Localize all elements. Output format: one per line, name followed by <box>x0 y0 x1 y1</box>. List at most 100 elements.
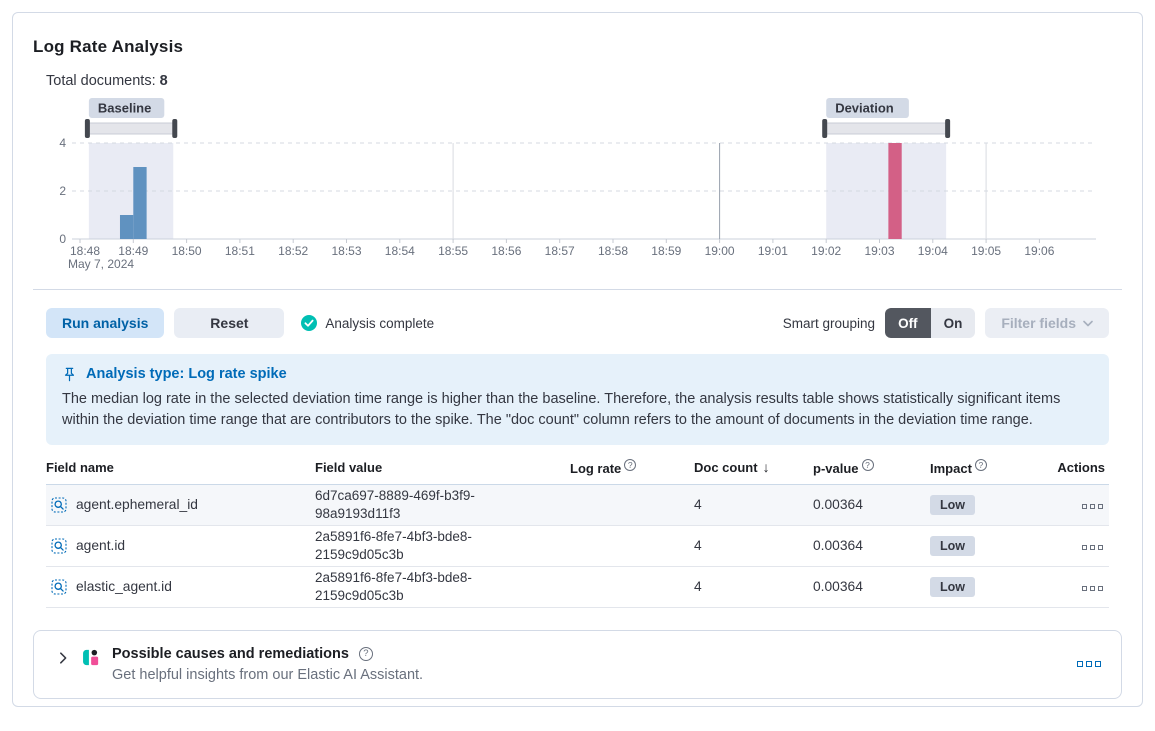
x-tick-label: 19:01 <box>758 244 788 258</box>
p-value: 0.00364 <box>813 497 863 513</box>
field-filter-icon[interactable] <box>51 579 67 595</box>
col-doc-count[interactable]: Doc count ↓ <box>694 459 770 476</box>
info-icon[interactable]: ? <box>974 458 987 471</box>
impact-badge: Low <box>930 535 975 556</box>
table-body: agent.ephemeral_id 6d7ca697-8889-469f-b3f… <box>46 484 1109 608</box>
field-filter-icon[interactable] <box>51 497 67 513</box>
total-documents-label: Total documents: <box>46 73 156 89</box>
impact-badge: Low <box>930 494 975 515</box>
y-tick-label: 0 <box>59 232 66 246</box>
baseline-badge <box>88 98 165 118</box>
col-log-rate[interactable]: Log rate? <box>570 458 694 476</box>
deviation-region <box>826 143 947 239</box>
total-documents: Total documents: 8 <box>46 73 1109 89</box>
row-actions-icon[interactable] <box>1082 545 1103 551</box>
callout-body: The median log rate in the selected devi… <box>62 391 1061 428</box>
doc-count: 4 <box>694 538 702 554</box>
smart-grouping-label: Smart grouping <box>782 315 876 331</box>
field-name: agent.ephemeral_id <box>76 497 198 513</box>
document-count-chart-wrap: Baseline Deviation 18:48 18:49 18:50 18:51 18:… <box>46 97 1109 273</box>
deviation-brush-handle-right[interactable] <box>945 119 951 138</box>
baseline-badge-label: Baseline <box>98 101 151 116</box>
check-circle-icon <box>301 315 318 331</box>
field-name: elastic_agent.id <box>76 579 172 595</box>
table-row: agent.id 2a5891f6-8fe7-4bf3-bde8-2159c9d0… <box>46 526 1109 567</box>
row-actions-icon[interactable] <box>1082 504 1103 510</box>
pin-icon <box>64 367 75 381</box>
col-field-name[interactable]: Field name <box>46 459 114 475</box>
log-rate-analysis-panel: Log Rate Analysis Total documents: 8 Bas… <box>12 12 1143 707</box>
baseline-brush-handle-left[interactable] <box>84 119 90 138</box>
col-field-value[interactable]: Field value <box>315 459 383 475</box>
x-tick-label: 18:57 <box>545 244 575 258</box>
x-tick-label: 19:00 <box>705 244 735 258</box>
reset-button[interactable]: Reset <box>174 308 285 338</box>
page-title: Log Rate Analysis <box>33 37 184 56</box>
row-actions-icon[interactable] <box>1082 586 1103 592</box>
x-tick-label: 18:48 <box>70 244 100 258</box>
baseline-brush[interactable] <box>86 122 176 135</box>
smart-grouping-toggle: Off On <box>885 308 976 338</box>
info-icon[interactable]: ? <box>624 458 637 471</box>
x-tick-label: 19:02 <box>811 244 841 258</box>
col-impact[interactable]: Impact? <box>930 458 1034 476</box>
p-value: 0.00364 <box>813 538 863 554</box>
deviation-brush[interactable] <box>823 122 949 135</box>
impact-badge: Low <box>930 576 975 597</box>
deviation-bar <box>888 143 902 239</box>
col-actions: Actions <box>1057 459 1105 475</box>
y-tick-label: 4 <box>59 136 66 150</box>
filter-fields-label: Filter fields <box>1001 315 1076 331</box>
possible-causes-subtitle: Get helpful insights from our Elastic AI… <box>112 666 424 683</box>
baseline-brush-handle-right[interactable] <box>172 119 178 138</box>
x-tick-label: 18:51 <box>225 244 255 258</box>
p-value: 0.00364 <box>813 579 863 595</box>
chevron-right-icon <box>60 652 67 664</box>
baseline-bar <box>119 215 134 239</box>
smart-grouping-on-button[interactable]: On <box>930 308 976 338</box>
baseline-bar <box>133 167 147 239</box>
panel-actions-icon[interactable] <box>1077 661 1101 668</box>
field-filter-icon[interactable] <box>51 538 67 554</box>
x-axis-date-label: May 7, 2024 <box>68 257 134 271</box>
x-tick-label: 18:50 <box>172 244 202 258</box>
table-row: elastic_agent.id 2a5891f6-8fe7-4bf3-bde8-… <box>46 567 1109 608</box>
x-tick-label: 18:54 <box>385 244 415 258</box>
field-name: agent.id <box>76 538 126 554</box>
controls-row: Run analysis Reset Analysis complete Sma… <box>46 308 1109 338</box>
help-icon[interactable]: ? <box>358 646 373 661</box>
elastic-ai-assistant-icon <box>83 649 99 665</box>
table-header: Field name Field value Log rate? Doc cou… <box>46 458 1109 485</box>
y-tick-label: 2 <box>59 184 66 198</box>
info-icon[interactable]: ? <box>861 458 874 471</box>
x-tick-label: 18:58 <box>598 244 628 258</box>
x-tick-label: 19:04 <box>918 244 948 258</box>
run-analysis-button[interactable]: Run analysis <box>46 308 165 338</box>
x-tick-label: 18:52 <box>278 244 308 258</box>
x-tick-label: 18:49 <box>118 244 148 258</box>
deviation-brush-handle-left[interactable] <box>822 119 828 138</box>
x-tick-label: 18:59 <box>651 244 681 258</box>
expand-button[interactable] <box>54 649 72 667</box>
x-tick-label: 19:06 <box>1024 244 1054 258</box>
total-documents-value: 8 <box>159 73 168 89</box>
deviation-badge <box>826 98 909 118</box>
table-row: agent.ephemeral_id 6d7ca697-8889-469f-b3f… <box>46 484 1109 526</box>
possible-causes-panel: Possible causes and remediations ? Get h… <box>33 629 1122 699</box>
analysis-type-callout: Analysis type: Log rate spike The median… <box>46 354 1109 445</box>
filter-fields-button[interactable]: Filter fields <box>985 308 1109 338</box>
sort-desc-icon: ↓ <box>762 459 770 476</box>
x-tick-label: 18:56 <box>491 244 521 258</box>
doc-count: 4 <box>694 579 702 595</box>
analysis-status-label: Analysis complete <box>325 315 435 331</box>
x-tick-label: 18:55 <box>438 244 468 258</box>
deviation-badge-label: Deviation <box>835 101 894 116</box>
log-rate-chart[interactable]: Baseline Deviation 18:48 18:49 18:50 18:51 18:… <box>46 97 1110 273</box>
doc-count: 4 <box>694 497 702 513</box>
col-p-value[interactable]: p-value? <box>813 458 930 476</box>
x-tick-label: 19:05 <box>971 244 1001 258</box>
analysis-results-table: Field name Field value Log rate? Doc cou… <box>46 458 1109 608</box>
smart-grouping-off-button[interactable]: Off <box>885 308 931 338</box>
callout-title: Analysis type: Log rate spike <box>86 366 287 382</box>
possible-causes-title: Possible causes and remediations <box>112 645 349 662</box>
